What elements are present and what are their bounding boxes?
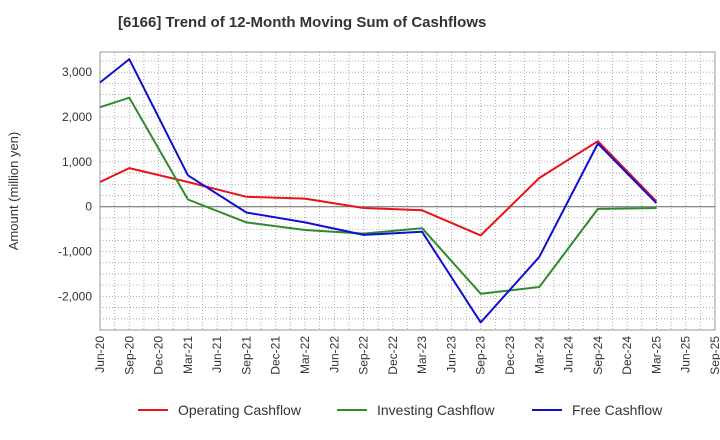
y-axis-title: Amount (million yen) (6, 132, 21, 251)
y-tick-label: 2,000 (62, 110, 92, 124)
x-tick-label: Sep-22 (357, 336, 371, 375)
x-tick-label: Jun-24 (562, 336, 576, 373)
operating-cashflow-line (99, 140, 658, 237)
y-tick-label: -1,000 (58, 245, 92, 259)
x-tick-label: Sep-21 (239, 336, 253, 375)
x-tick-label: Mar-23 (415, 336, 429, 374)
chart-title: [6166] Trend of 12-Month Moving Sum of C… (118, 14, 487, 31)
axes: -2,000 -1,000 0 1,000 2,000 3,000 Amount (mill… (6, 65, 720, 375)
x-tick-label: Dec-21 (269, 336, 283, 375)
x-tick-label: Jun-21 (210, 336, 224, 373)
x-tick-label: Dec-22 (386, 336, 400, 375)
x-tick-label: Dec-23 (503, 336, 517, 375)
y-tick-label: -2,000 (58, 289, 92, 303)
x-tick-label: Sep-23 (474, 336, 488, 375)
x-tick-label: Dec-20 (152, 336, 166, 375)
grid (99, 51, 716, 331)
x-tick-label: Jun-20 (93, 336, 107, 373)
y-tick-label: 1,000 (62, 155, 92, 169)
series-lines (99, 58, 658, 324)
investing-cashflow-legend-label: Investing Cashflow (377, 402, 495, 418)
x-tick-label: Mar-25 (649, 336, 663, 374)
y-tick-label: 3,000 (62, 65, 92, 79)
x-tick-label: Mar-22 (298, 336, 312, 374)
x-tick-label: Jun-25 (679, 336, 693, 373)
x-tick-label: Jun-23 (444, 336, 458, 373)
x-tick-label: Sep-25 (708, 336, 720, 375)
x-tick-label: Jun-22 (327, 336, 341, 373)
x-tick-label: Mar-21 (181, 336, 195, 374)
investing-cashflow-line (99, 96, 657, 295)
x-tick-label: Dec-24 (620, 336, 634, 375)
y-tick-label: 0 (85, 200, 92, 214)
free-cashflow-legend-label: Free Cashflow (572, 402, 663, 418)
legend: Operating Cashflow Investing Cashflow Free… (138, 402, 663, 418)
operating-cashflow-legend-label: Operating Cashflow (178, 402, 302, 418)
x-tick-label: Mar-24 (532, 336, 546, 374)
x-tick-label: Sep-24 (591, 336, 605, 375)
x-tick-label: Sep-20 (122, 336, 136, 375)
free-cashflow-line (99, 58, 658, 324)
